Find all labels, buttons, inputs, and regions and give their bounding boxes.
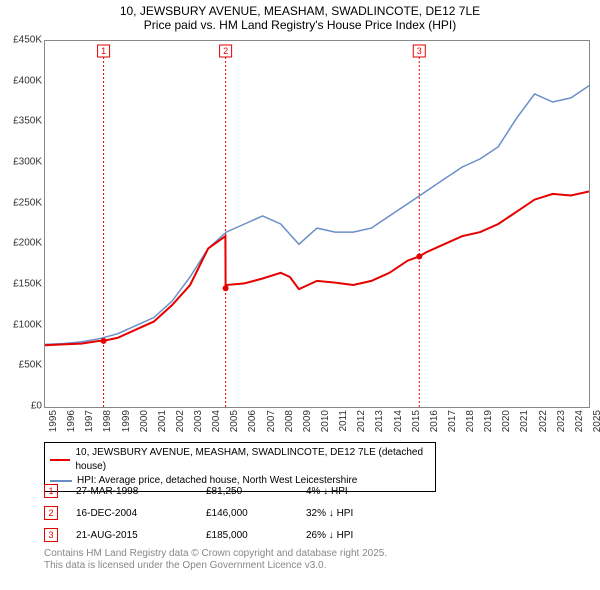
x-tick-label: 2022 bbox=[538, 410, 549, 432]
y-tick-label: £200K bbox=[2, 238, 42, 249]
y-tick-label: £100K bbox=[2, 319, 42, 330]
footer-line-1: Contains HM Land Registry data © Crown c… bbox=[44, 548, 387, 560]
x-tick-label: 1996 bbox=[66, 410, 77, 432]
marker-row: 1 27-MAR-1998£81,2504% ↓ HPI bbox=[44, 480, 406, 502]
y-tick-label: £150K bbox=[2, 279, 42, 290]
x-tick-label: 2012 bbox=[356, 410, 367, 432]
marker-date: 27-MAR-1998 bbox=[76, 486, 206, 497]
x-tick-label: 1997 bbox=[84, 410, 95, 432]
marker-row: 2 16-DEC-2004£146,00032% ↓ HPI bbox=[44, 502, 406, 524]
x-tick-label: 2004 bbox=[211, 410, 222, 432]
x-tick-label: 2016 bbox=[429, 410, 440, 432]
marker-delta: 26% ↓ HPI bbox=[306, 530, 406, 541]
chart-titles: 10, JEWSBURY AVENUE, MEASHAM, SWADLINCOT… bbox=[0, 0, 600, 32]
x-tick-label: 2020 bbox=[501, 410, 512, 432]
x-tick-label: 2010 bbox=[320, 410, 331, 432]
x-tick-label: 2023 bbox=[556, 410, 567, 432]
y-tick-label: £50K bbox=[2, 360, 42, 371]
x-tick-label: 2015 bbox=[411, 410, 422, 432]
plot-area: 1 2 3 bbox=[44, 40, 590, 408]
x-tick-label: 2009 bbox=[302, 410, 313, 432]
legend-swatch-price-paid bbox=[50, 459, 70, 461]
x-tick-label: 2017 bbox=[447, 410, 458, 432]
x-tick-label: 2001 bbox=[157, 410, 168, 432]
markers-table: 1 27-MAR-1998£81,2504% ↓ HPI 2 16-DEC-2004£… bbox=[44, 480, 406, 546]
svg-text:3: 3 bbox=[417, 46, 422, 56]
marker-date: 16-DEC-2004 bbox=[76, 508, 206, 519]
y-tick-label: £400K bbox=[2, 75, 42, 86]
marker-badge: 2 bbox=[44, 506, 58, 520]
marker-price: £185,000 bbox=[206, 530, 306, 541]
x-tick-label: 2003 bbox=[193, 410, 204, 432]
plot-svg: 1 2 3 bbox=[45, 41, 589, 407]
x-tick-label: 1995 bbox=[48, 410, 59, 432]
marker-badge: 1 bbox=[44, 484, 58, 498]
x-tick-label: 2024 bbox=[574, 410, 585, 432]
x-tick-label: 2008 bbox=[284, 410, 295, 432]
x-tick-label: 2025 bbox=[592, 410, 600, 432]
x-tick-label: 2000 bbox=[139, 410, 150, 432]
x-tick-label: 2014 bbox=[393, 410, 404, 432]
chart-title-sub: Price paid vs. HM Land Registry's House … bbox=[0, 18, 600, 32]
svg-text:2: 2 bbox=[223, 46, 228, 56]
x-tick-label: 2007 bbox=[266, 410, 277, 432]
x-tick-label: 1998 bbox=[102, 410, 113, 432]
legend-label-price-paid: 10, JEWSBURY AVENUE, MEASHAM, SWADLINCOT… bbox=[75, 446, 430, 474]
marker-delta: 4% ↓ HPI bbox=[306, 486, 406, 497]
marker-price: £81,250 bbox=[206, 486, 306, 497]
svg-text:1: 1 bbox=[101, 46, 106, 56]
legend-item-price-paid: 10, JEWSBURY AVENUE, MEASHAM, SWADLINCOT… bbox=[50, 446, 430, 474]
x-tick-label: 2018 bbox=[465, 410, 476, 432]
footer-line-2: This data is licensed under the Open Gov… bbox=[44, 560, 387, 572]
y-tick-label: £350K bbox=[2, 116, 42, 127]
x-tick-label: 1999 bbox=[121, 410, 132, 432]
x-tick-label: 2002 bbox=[175, 410, 186, 432]
x-tick-label: 2006 bbox=[247, 410, 258, 432]
y-tick-label: £450K bbox=[2, 35, 42, 46]
y-tick-label: £300K bbox=[2, 157, 42, 168]
marker-price: £146,000 bbox=[206, 508, 306, 519]
x-tick-label: 2011 bbox=[338, 410, 349, 432]
footer-attribution: Contains HM Land Registry data © Crown c… bbox=[44, 548, 387, 572]
marker-date: 21-AUG-2015 bbox=[76, 530, 206, 541]
marker-badge: 3 bbox=[44, 528, 58, 542]
y-tick-label: £250K bbox=[2, 197, 42, 208]
marker-row: 3 21-AUG-2015£185,00026% ↓ HPI bbox=[44, 524, 406, 546]
x-tick-label: 2013 bbox=[374, 410, 385, 432]
x-tick-label: 2021 bbox=[519, 410, 530, 432]
y-tick-label: £0 bbox=[2, 401, 42, 412]
chart-title-main: 10, JEWSBURY AVENUE, MEASHAM, SWADLINCOT… bbox=[0, 4, 600, 18]
x-tick-label: 2005 bbox=[229, 410, 240, 432]
chart-container: 10, JEWSBURY AVENUE, MEASHAM, SWADLINCOT… bbox=[0, 0, 600, 590]
x-tick-label: 2019 bbox=[483, 410, 494, 432]
marker-delta: 32% ↓ HPI bbox=[306, 508, 406, 519]
